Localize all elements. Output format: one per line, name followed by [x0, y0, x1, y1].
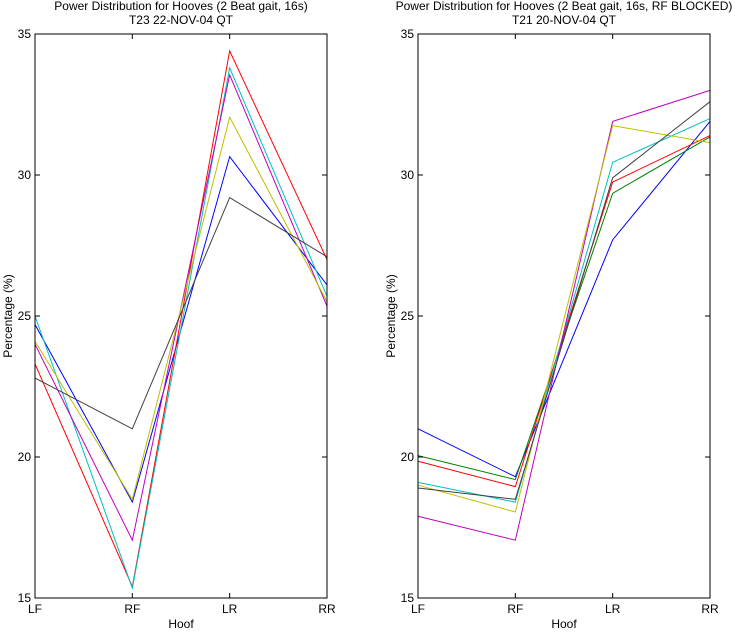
y-tick-label: 20 — [18, 450, 32, 464]
x-tick-label: LF — [28, 602, 42, 616]
y-tick-label: 30 — [401, 168, 415, 182]
x-tick-label: LR — [605, 602, 621, 616]
series-line-6 — [417, 125, 711, 513]
y-axis-label: Percentage (%) — [1, 274, 15, 357]
chart-title: Power Distribution for Hooves (2 Beat ga… — [396, 0, 733, 13]
x-tick-label: LR — [222, 602, 238, 616]
y-tick-label: 30 — [18, 168, 32, 182]
x-axis-label: Hoof — [168, 617, 194, 630]
chart-title: Power Distribution for Hooves (2 Beat ga… — [54, 0, 307, 13]
x-tick-label: RR — [318, 602, 336, 616]
series-line-4 — [417, 118, 711, 503]
x-tick-label: RF — [124, 602, 140, 616]
x-tick-label: RR — [701, 602, 719, 616]
axes-box — [34, 33, 328, 599]
series-line-3 — [417, 135, 711, 488]
subplot-2: Power Distribution for Hooves (2 Beat ga… — [384, 0, 733, 631]
x-tick-label: RF — [507, 602, 523, 616]
x-axis-label: Hoof — [551, 617, 577, 630]
series-line-5 — [417, 89, 711, 541]
y-tick-label: 25 — [18, 309, 32, 323]
y-tick-label: 25 — [401, 309, 415, 323]
series-line-7 — [417, 101, 711, 500]
series-line-5 — [34, 115, 328, 501]
y-tick-label: 15 — [18, 591, 32, 605]
series-line-3 — [34, 66, 328, 591]
subplot-1: Power Distribution for Hooves (2 Beat ga… — [1, 0, 336, 631]
chart-subtitle: T21 20-NOV-04 QT — [512, 13, 617, 27]
series-line-2 — [417, 136, 711, 481]
chart-subtitle: T23 22-NOV-04 QT — [129, 13, 234, 27]
y-tick-label: 35 — [401, 27, 415, 41]
series-line-2 — [34, 49, 328, 589]
y-tick-label: 15 — [401, 591, 415, 605]
x-tick-label: LF — [411, 602, 425, 616]
y-axis-label: Percentage (%) — [384, 274, 398, 357]
axes-box — [417, 33, 711, 599]
y-tick-label: 20 — [401, 450, 415, 464]
y-tick-label: 35 — [18, 27, 32, 41]
series-line-1 — [417, 121, 711, 478]
series-line-6 — [34, 196, 328, 430]
